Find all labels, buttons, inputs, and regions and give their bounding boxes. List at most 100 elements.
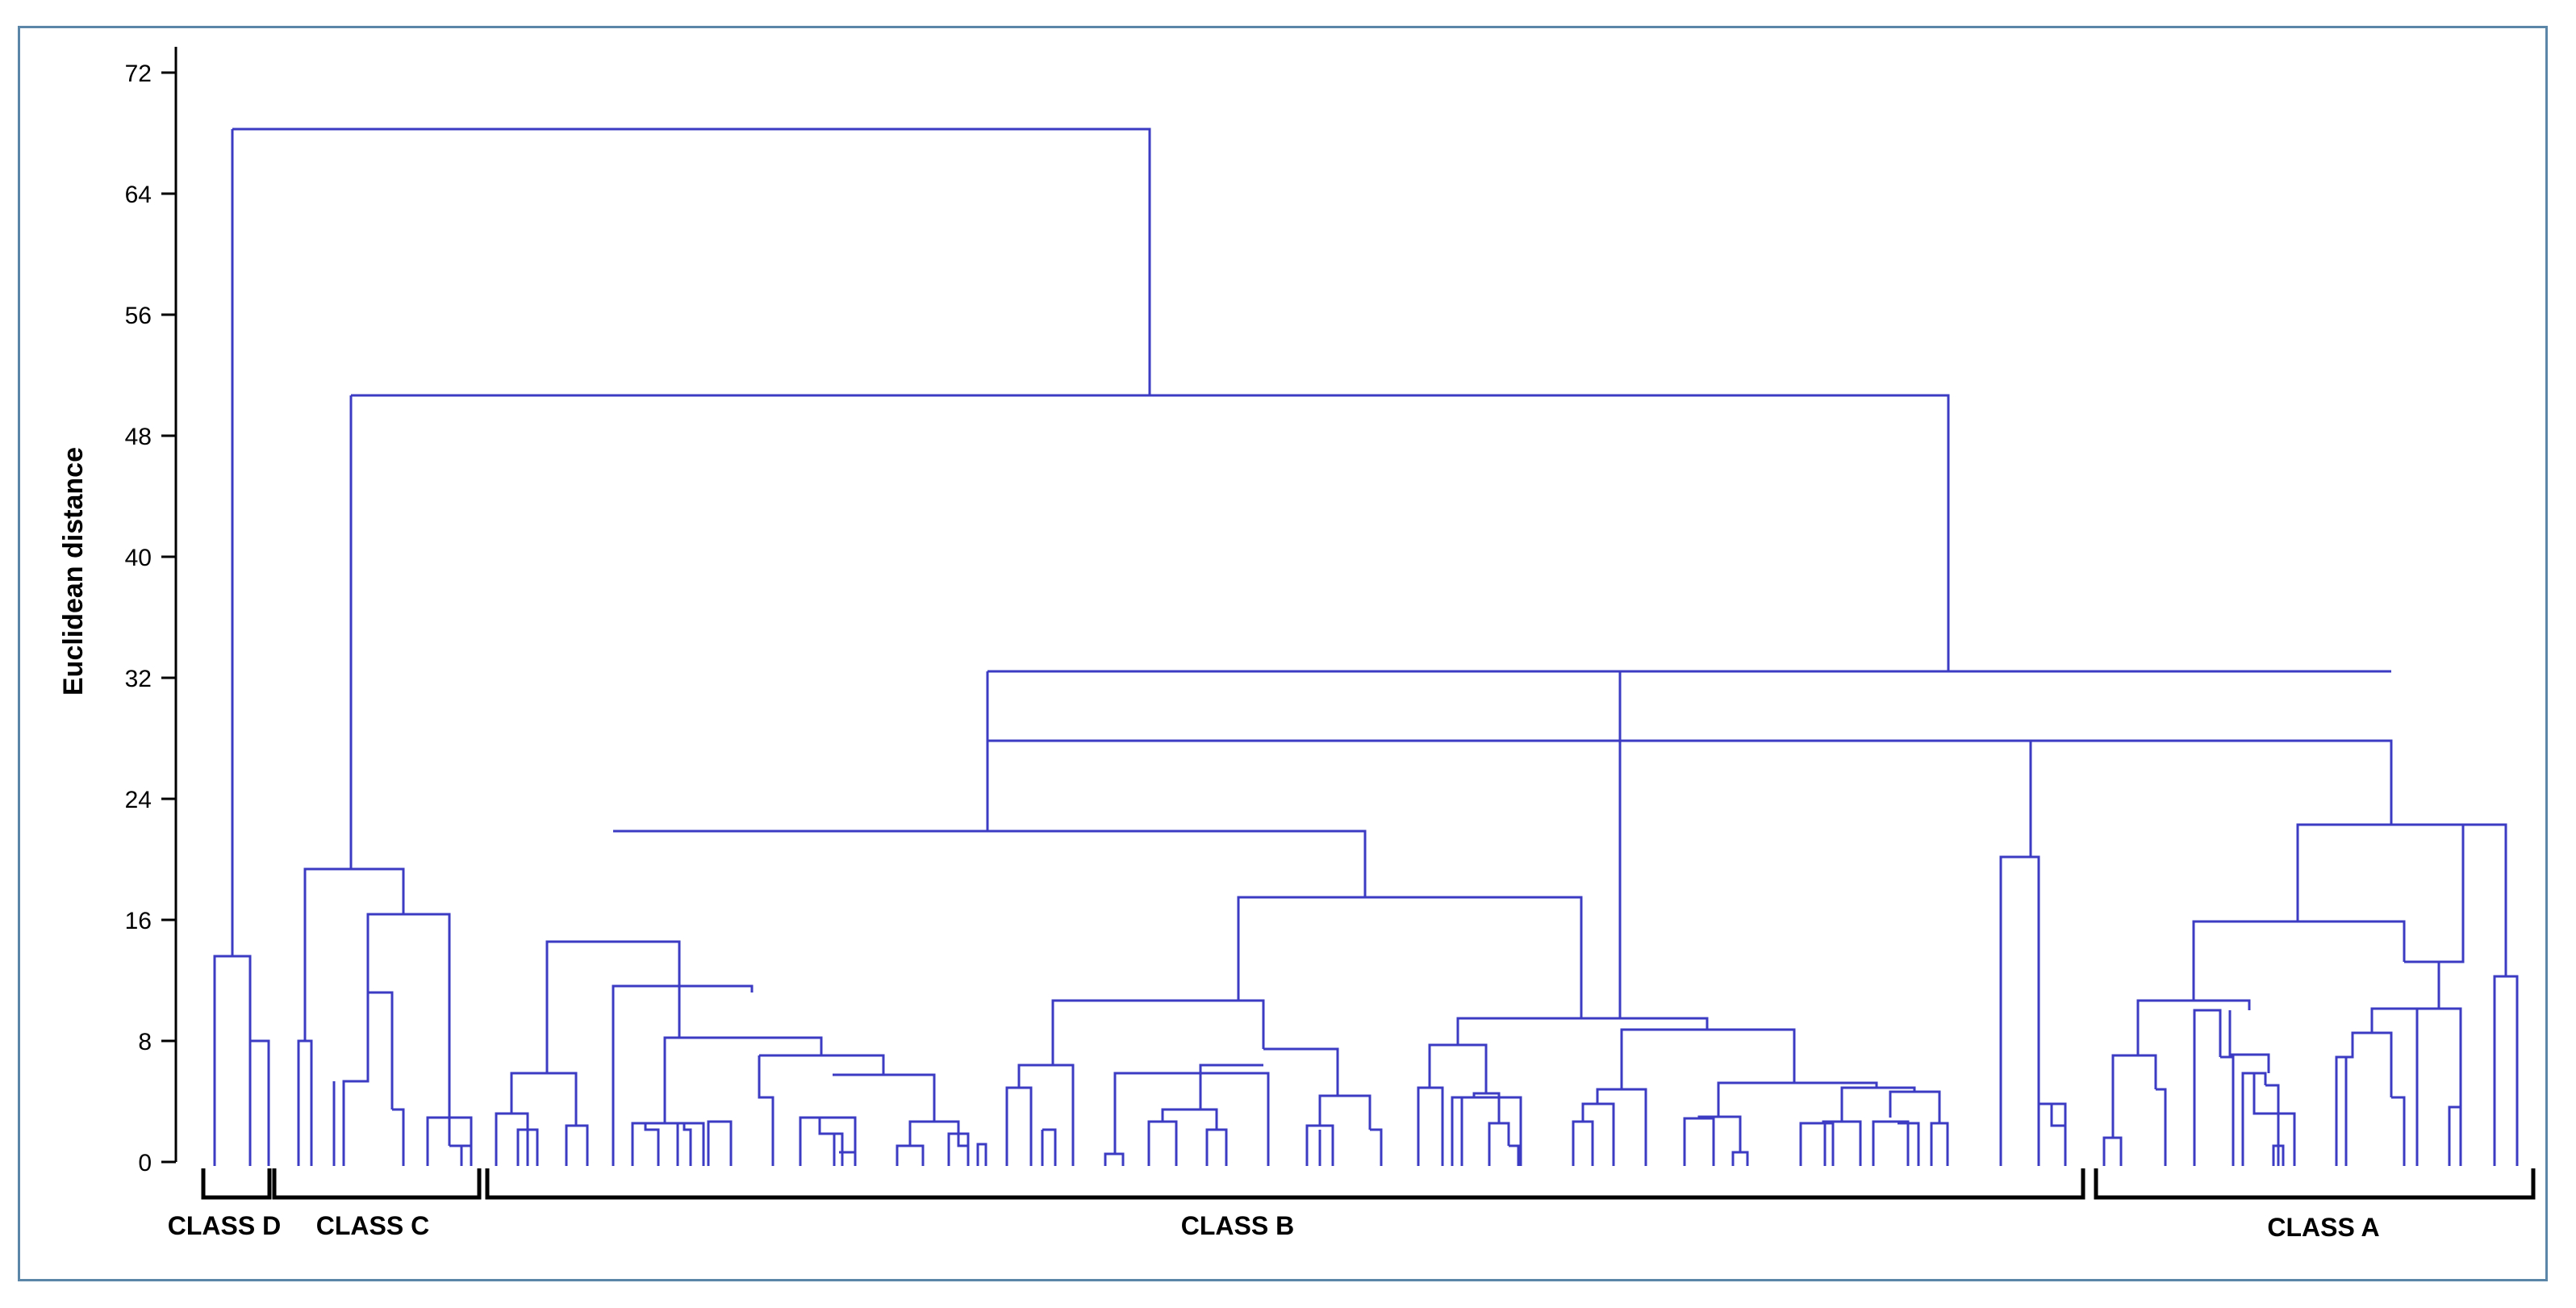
dendrogram-link xyxy=(2102,1136,2123,1166)
dendrogram-link xyxy=(495,1112,529,1166)
dendrogram-link xyxy=(2252,1073,2296,1166)
class-a-bracket xyxy=(2094,1168,2536,1200)
y-tick-label: 0 xyxy=(138,1150,152,1176)
dendrogram-link xyxy=(2391,1096,2406,1166)
dendrogram-link xyxy=(250,1039,270,1166)
y-tick-label: 56 xyxy=(125,303,152,329)
dendrogram-link xyxy=(683,1123,692,1166)
y-tick-label: 24 xyxy=(125,787,152,813)
class-c-label: CLASS C xyxy=(316,1211,429,1240)
dendrogram-link xyxy=(392,1108,405,1166)
dendrogram-link xyxy=(516,1128,539,1166)
dendrogram-link xyxy=(759,1054,885,1075)
dendrogram-link xyxy=(908,1120,960,1146)
dendrogram-link xyxy=(1417,1086,1444,1166)
dendrogram-link xyxy=(510,1072,578,1126)
dendrogram-link xyxy=(663,1036,823,1123)
y-tick-label: 48 xyxy=(125,424,152,450)
dendrogram-link xyxy=(1042,1128,1057,1166)
dendrogram-link xyxy=(1697,1115,1742,1152)
dendrogram-link xyxy=(758,1055,774,1166)
dendrogram-link xyxy=(612,984,754,992)
dendrogram-link xyxy=(2193,1009,2222,1166)
dendrogram-link xyxy=(1456,1017,1709,1045)
dendrogram-link xyxy=(818,1118,836,1166)
dendrogram-link xyxy=(1051,999,1265,1065)
dendrogram-link xyxy=(896,1144,925,1166)
dendrogram-link xyxy=(2448,1105,2462,1166)
dendrogram-link xyxy=(1717,1081,1878,1117)
dendrogram-link xyxy=(565,1124,589,1166)
dendrogram-link xyxy=(2272,1144,2285,1166)
dendrogram-link xyxy=(1620,1028,1796,1089)
dendrogram-link xyxy=(1318,1094,1372,1130)
dendrogram-link xyxy=(1451,1096,1522,1166)
dendrogram-link xyxy=(2493,975,2519,1166)
dendrogram-link xyxy=(2039,1102,2067,1166)
dendrogram-links xyxy=(213,127,2519,1166)
dendrogram-link xyxy=(1618,670,2391,741)
dendrogram-link xyxy=(833,1073,936,1122)
dendrogram-link xyxy=(976,1143,987,1166)
class-brackets xyxy=(201,1168,2536,1200)
dendrogram-link xyxy=(1113,1072,1270,1166)
dendrogram-link xyxy=(1872,1120,1910,1166)
dendrogram-link xyxy=(1618,739,2393,1018)
dendrogram-link xyxy=(2296,823,2485,921)
y-tick-label: 72 xyxy=(125,61,152,87)
dendrogram-link xyxy=(2370,1007,2419,1166)
dendrogram-link xyxy=(1731,1151,1749,1166)
dendrogram-link xyxy=(631,1122,679,1166)
dendrogram-link xyxy=(1596,1088,1647,1166)
dendrogram-link xyxy=(707,1120,733,1166)
dendrogram-link xyxy=(342,991,394,1166)
dendrogram-link xyxy=(644,1123,660,1166)
dendrogram-link xyxy=(957,1134,968,1147)
class-c-bracket xyxy=(272,1168,482,1200)
dendrogram-link xyxy=(986,739,2032,857)
dendrogram-link xyxy=(2228,1010,2270,1073)
dendrogram-link xyxy=(1509,1144,1520,1166)
dendrogram-link xyxy=(1147,1120,1178,1166)
y-tick-label: 16 xyxy=(125,908,152,934)
dendrogram-link xyxy=(2417,1007,2462,1107)
dendrogram-link xyxy=(613,830,1367,897)
y-tick-label: 64 xyxy=(125,182,152,208)
dendrogram-link xyxy=(1581,1102,1615,1166)
dendrogram-link xyxy=(2335,1031,2393,1166)
dendrogram-link xyxy=(2439,823,2507,976)
y-tick-label: 40 xyxy=(125,545,152,571)
dendrogram-link xyxy=(1840,1086,1916,1122)
figure-frame xyxy=(18,26,2548,1281)
class-d-label: CLASS D xyxy=(168,1211,281,1240)
dendrogram-link xyxy=(1889,1090,1941,1123)
dendrogram-link xyxy=(1812,1122,1835,1166)
dendrogram-link xyxy=(1263,1047,1339,1096)
dendrogram-link xyxy=(2192,920,2406,1001)
dendrogram-link xyxy=(232,127,1151,395)
dendrogram-link xyxy=(1104,1152,1125,1166)
dendrogram-link xyxy=(1005,1086,1033,1166)
dendrogram-link xyxy=(2156,1088,2167,1166)
dendrogram-link xyxy=(1999,855,2040,1166)
dendrogram-link xyxy=(2265,1084,2280,1166)
dendrogram-link xyxy=(834,1132,844,1166)
dendrogram-link xyxy=(2050,1104,2065,1127)
dendrogram-link xyxy=(297,1039,313,1166)
dendrogram-link xyxy=(1017,1064,1075,1166)
dendrogram-link xyxy=(2404,960,2440,1009)
dendrogram-link xyxy=(1472,1092,1501,1123)
dendrogram-link xyxy=(1428,1043,1488,1093)
dendrogram-link xyxy=(1930,1122,1949,1166)
class-b-label: CLASS B xyxy=(1181,1211,1294,1240)
dendrogram-link xyxy=(1199,1064,1263,1110)
dendrogram-link xyxy=(2220,1055,2235,1166)
class-a-label: CLASS A xyxy=(2267,1213,2379,1242)
dendrogram-link xyxy=(1237,896,1583,1018)
dendrogram-link xyxy=(1488,1122,1510,1166)
dendrogram-link xyxy=(1683,1117,1715,1166)
class-d-bracket xyxy=(201,1168,272,1200)
dendrogram-link xyxy=(449,1144,463,1166)
y-tick-label: 32 xyxy=(125,666,152,692)
